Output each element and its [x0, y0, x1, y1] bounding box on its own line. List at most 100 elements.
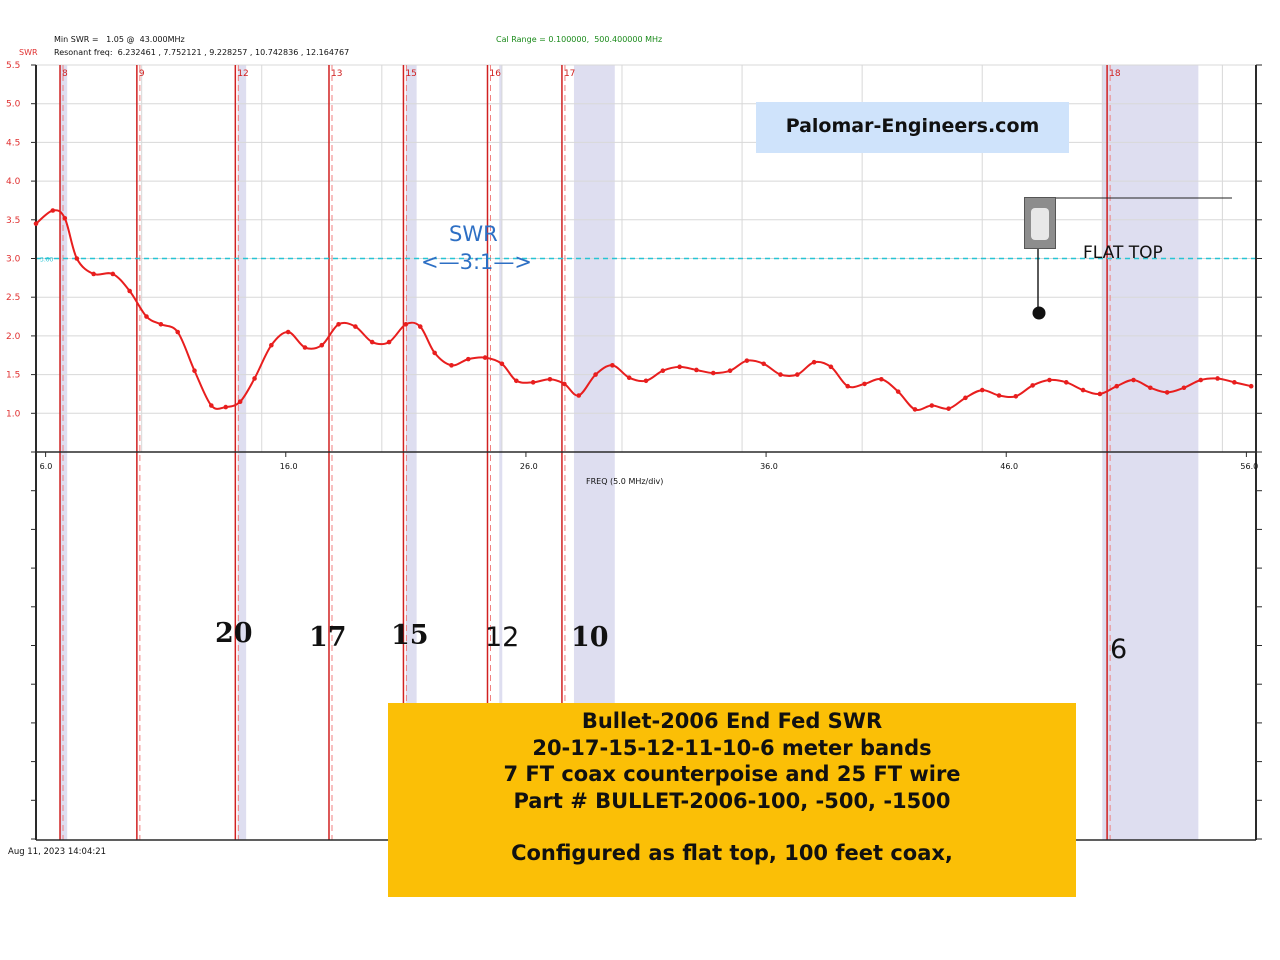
x-tick-label: 36.0 [760, 462, 778, 471]
cal-range-readout: Cal Range = 0.100000, 500.400000 MHz [496, 35, 663, 44]
brand-text: Palomar-Engineers.com [785, 115, 1040, 137]
band-label-17: 17 [309, 622, 347, 653]
y-tick-label: 3.0 [6, 255, 21, 265]
swr-point-26 [449, 363, 454, 368]
swr-point-56 [946, 406, 951, 411]
marker-label-13: 13 [331, 69, 342, 79]
swr-point-5 [110, 271, 116, 277]
swr-point-8 [158, 321, 164, 327]
feedpoint-dot [1032, 306, 1046, 320]
swr-point-71 [1198, 377, 1204, 383]
x-tick-label: 6.0 [40, 462, 53, 471]
swr-point-47 [794, 372, 800, 377]
swr-point-2 [62, 215, 68, 221]
swr-point-70 [1181, 385, 1187, 391]
band-label-12: 12 [485, 622, 520, 653]
swr-point-60 [1013, 393, 1019, 399]
swr-point-63 [1063, 380, 1069, 385]
swr-point-59 [996, 393, 1002, 398]
y-tick-label: 3.5 [6, 216, 20, 226]
x-tick-label: 46.0 [1000, 462, 1018, 471]
brand-banner: Palomar-Engineers.com [756, 102, 1069, 153]
marker-label-16: 16 [489, 69, 501, 79]
swr-point-64 [1080, 387, 1086, 393]
swr-point-14 [252, 376, 257, 381]
swr-point-10 [192, 368, 197, 374]
swr-point-9 [175, 329, 180, 335]
band-label-6: 6 [1110, 634, 1128, 665]
swr-point-55 [929, 403, 935, 408]
swr-point-21 [369, 339, 375, 345]
swr-point-32 [547, 376, 553, 382]
swr-point-30 [514, 378, 519, 384]
swr-point-73 [1232, 380, 1237, 385]
info-title: Bullet-2006 End Fed SWR [581, 709, 883, 733]
antenna-photo-icon [1024, 197, 1056, 249]
swr-point-33 [562, 381, 567, 387]
swr-point-4 [91, 271, 96, 277]
band-label-10: 10 [571, 622, 609, 653]
swr-point-19 [336, 321, 341, 327]
y-tick-label: 4.0 [6, 177, 21, 187]
y-tick-label: 1.0 [6, 409, 21, 419]
swr-point-6 [127, 288, 132, 294]
swr-point-68 [1148, 385, 1153, 391]
swr-point-43 [727, 368, 733, 374]
y-tick-label: 5.5 [6, 61, 20, 71]
swr-point-41 [694, 367, 699, 373]
swr-annotation-label: SWR [449, 222, 498, 246]
swr-point-1 [50, 208, 56, 213]
swr-point-46 [778, 372, 783, 377]
min-swr-readout: Min SWR = 1.05 @ 43.000MHz [54, 35, 185, 44]
info-configuration: Configured as flat top, 100 feet coax, [511, 841, 953, 865]
marker-label-18: 18 [1109, 69, 1121, 79]
swr-point-36 [610, 363, 615, 368]
swr-point-49 [828, 364, 834, 370]
swr-point-18 [319, 342, 325, 348]
swr-point-52 [879, 376, 884, 382]
swr-point-57 [963, 395, 968, 401]
swr-point-3 [74, 256, 80, 261]
marker-label-9: 9 [139, 69, 145, 79]
marker-label-12: 12 [237, 69, 248, 79]
swr-point-12 [223, 404, 229, 410]
swr-point-34 [576, 393, 582, 398]
swr-point-25 [432, 350, 437, 356]
swr-trace [35, 209, 1252, 411]
x-axis-label: FREQ (5.0 MHz/div) [586, 477, 663, 486]
band-label-20: 20 [215, 618, 253, 649]
swr-point-67 [1131, 377, 1136, 383]
swr-point-28 [482, 355, 488, 360]
swr-point-42 [710, 370, 716, 376]
swr-point-45 [761, 361, 766, 367]
swr-point-53 [895, 389, 901, 394]
swr-point-44 [744, 358, 750, 363]
swr-point-29 [499, 361, 505, 367]
y-tick-label: 2.5 [6, 293, 20, 303]
swr-point-24 [417, 324, 423, 329]
band-label-15: 15 [391, 620, 429, 651]
swr-point-72 [1215, 376, 1220, 381]
swr-point-61 [1030, 383, 1035, 388]
swr-point-62 [1047, 377, 1052, 383]
swr-point-7 [144, 314, 149, 319]
swr-point-39 [660, 368, 666, 374]
swr-point-35 [593, 372, 598, 377]
y-tick-label: 4.5 [6, 138, 20, 148]
info-bands: 20-17-15-12-11-10-6 meter bands [532, 735, 932, 760]
swr-ratio-annotation: <—3:1—> [421, 250, 532, 274]
swr-point-22 [386, 339, 392, 345]
swr-point-17 [302, 345, 308, 350]
swr-point-66 [1114, 383, 1120, 389]
x-tick-label: 56.0 [1240, 462, 1258, 471]
swr-point-11 [209, 403, 214, 408]
swr-point-20 [353, 324, 358, 329]
swr-point-65 [1097, 391, 1103, 397]
product-info-box: Bullet-2006 End Fed SWR 20-17-15-12-11-1… [388, 703, 1076, 897]
flat-top-label: FLAT TOP [1083, 243, 1163, 263]
resonant-freq-readout: Resonant freq: 6.232461 , 7.752121 , 9.2… [54, 48, 350, 57]
y-tick-label: 5.0 [6, 100, 21, 110]
marker-label-8: 8 [62, 69, 68, 79]
swr-point-38 [643, 378, 649, 384]
reference-line-label: 3.00 [40, 257, 54, 264]
